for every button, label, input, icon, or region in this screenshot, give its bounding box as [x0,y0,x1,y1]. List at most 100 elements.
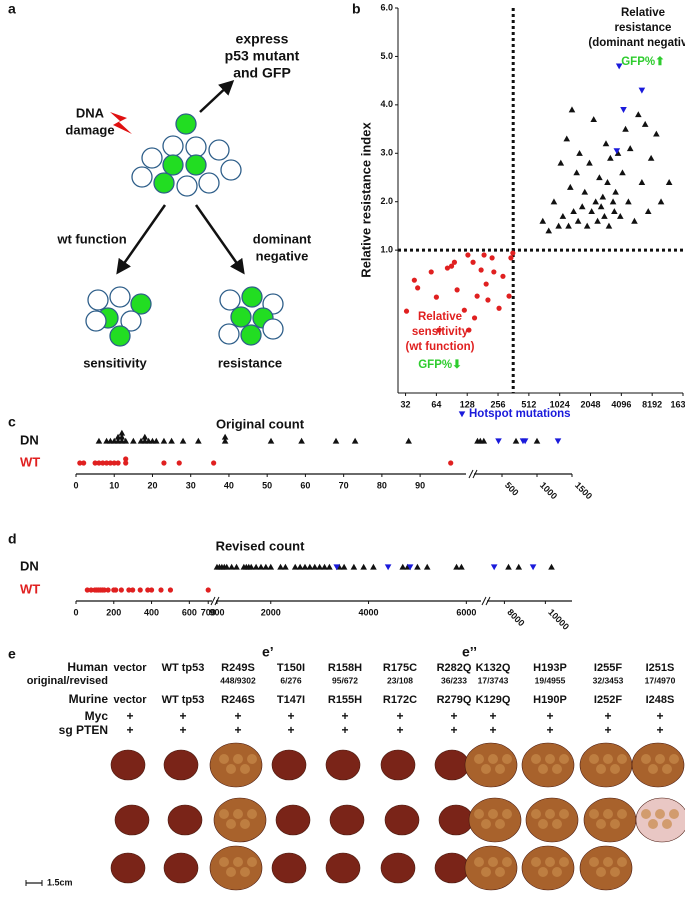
point [123,456,129,462]
liver-nodule [538,764,548,774]
x-tick-label: 4096 [611,399,631,409]
liver-nodule [589,754,599,764]
liver-nodule [531,754,541,764]
point [160,437,168,444]
ratio: 19/4955 [535,675,566,685]
point [130,437,137,444]
point [665,179,673,185]
x-tick-label: 1024 [550,399,570,409]
annotation: resistance [615,22,672,34]
cell [131,166,153,188]
column-label: I251S [646,662,675,674]
point [103,460,110,466]
cell [208,139,230,161]
point [137,587,143,593]
point [521,438,529,445]
point [601,212,608,219]
column-label: R155H [328,694,362,706]
column-label: R249S [221,662,255,674]
x-tick-label: 32 [401,399,411,409]
cell [87,289,109,311]
point [326,563,333,570]
liver [271,852,307,884]
liver-nodule [610,867,620,877]
liver-nodule [552,819,562,829]
point [448,263,455,269]
x-tick-label: 700 [201,607,216,617]
point [403,308,410,314]
label: express [236,31,289,47]
point [428,269,434,275]
panel-label: a [8,1,16,17]
point [548,563,555,570]
panel-label: e’’ [462,644,477,660]
point [478,267,484,273]
point [635,111,642,118]
column-label: I252F [594,694,622,706]
point [512,437,520,444]
point [126,587,132,593]
liver [167,804,203,836]
plus: + [126,723,133,737]
x-tick-label: 50 [262,480,272,490]
column-label: vector [113,662,147,674]
cell [230,306,252,328]
liver [213,797,267,843]
point [545,227,553,234]
point [384,564,392,571]
point [267,437,275,444]
point [638,179,646,185]
point [277,563,284,570]
plus: + [546,723,553,737]
liver-nodule [474,857,484,867]
point [118,429,126,436]
liver-nodule [481,819,491,829]
point [614,149,622,156]
point [554,438,562,445]
point [423,563,431,570]
annotation: Relative [621,7,665,19]
annotation: (dominant negative) [588,37,685,49]
point [436,327,442,333]
point [415,285,421,291]
liver-nodule [481,867,491,877]
point [105,587,111,593]
point [228,563,235,570]
liver-nodule [474,754,484,764]
column-label: K132Q [476,662,511,674]
liver-nodule [610,764,620,774]
liver [579,742,633,788]
point [602,140,610,147]
label: dominant [253,231,312,246]
annotation: GFP%⬆ [621,55,665,68]
point [316,563,323,570]
point [360,563,367,570]
point [625,198,632,205]
plus: + [450,723,457,737]
point [506,293,512,299]
cell [240,324,262,346]
point [414,563,421,570]
point [298,437,305,444]
y-tick-label: 5.0 [380,51,393,61]
lightning [110,112,132,134]
liver-nodule [233,754,243,764]
cell [153,172,175,194]
ratio: 36/233 [441,675,467,685]
point [505,563,512,570]
point [616,212,624,219]
liver-nodule [219,809,229,819]
liver-nodule [226,819,236,829]
liver [464,845,518,891]
liver-nodule [559,809,569,819]
point [613,148,621,155]
point [465,252,471,258]
point [123,460,129,466]
label: negative [256,248,309,263]
point [96,460,102,466]
liver-nodule [559,857,569,867]
liver [579,845,633,891]
point [489,255,495,261]
point [631,217,638,224]
point [578,203,586,210]
